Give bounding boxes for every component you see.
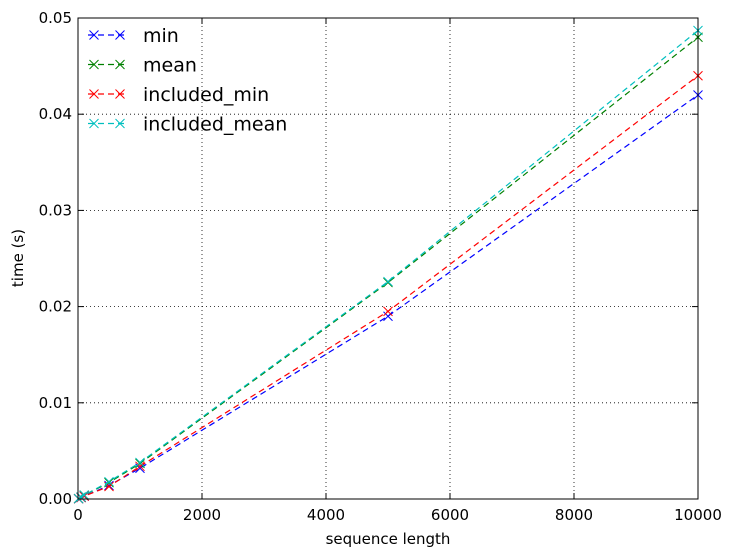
y-tick-label: 0.05	[39, 9, 72, 27]
data-point	[104, 477, 114, 488]
y-tick-label: 0.04	[39, 105, 72, 123]
legend-label: included_mean	[143, 114, 287, 136]
legend-marker-left	[89, 30, 99, 40]
legend-marker-right	[115, 59, 125, 70]
y-axis-label: time (s)	[9, 229, 27, 287]
legend-marker-right	[115, 89, 125, 99]
x-tick-label: 10000	[674, 506, 722, 524]
legend-label: min	[143, 25, 179, 47]
legend-marker-left	[89, 118, 99, 129]
legend-label: included_min	[143, 84, 269, 106]
x-tick-label: 2000	[183, 506, 221, 524]
x-tick-label: 6000	[431, 506, 469, 524]
y-tick-label: 0.02	[39, 298, 72, 316]
series-included-mean	[73, 25, 703, 504]
legend-item-min: min	[88, 25, 179, 47]
legend: min mean included_min included_mean	[88, 25, 287, 136]
legend-marker-left	[89, 89, 99, 99]
data-point	[104, 476, 114, 487]
legend-item-mean: mean	[88, 55, 197, 77]
y-tick-label: 0.01	[39, 394, 72, 412]
data-point	[135, 461, 145, 472]
legend-marker-right	[115, 30, 125, 40]
data-point	[383, 276, 393, 287]
data-point	[104, 480, 114, 491]
plot-frame	[77, 17, 699, 500]
legend-item-included-mean: included_mean	[88, 114, 287, 136]
legend-item-included-min: included_min	[88, 84, 269, 106]
plot-background	[78, 18, 698, 499]
x-tick-label: 8000	[555, 506, 593, 524]
legend-marker-left	[89, 59, 99, 70]
data-point	[135, 457, 145, 468]
data-point	[383, 311, 393, 322]
x-axis-label: sequence length	[326, 530, 451, 548]
data-point	[383, 306, 393, 317]
legend-label: mean	[143, 55, 197, 77]
legend-marker-right	[115, 118, 125, 129]
y-tick-label: 0.03	[39, 201, 72, 219]
ticks: 0 2000 4000 6000 8000 10000 0.00 0.01 0.02 0.03 0.…	[39, 9, 722, 524]
series-layer	[73, 25, 703, 504]
y-tick-label: 0.00	[39, 490, 72, 508]
x-tick-label: 4000	[307, 506, 345, 524]
data-point	[79, 490, 90, 501]
x-tick-label: 0	[73, 506, 83, 524]
